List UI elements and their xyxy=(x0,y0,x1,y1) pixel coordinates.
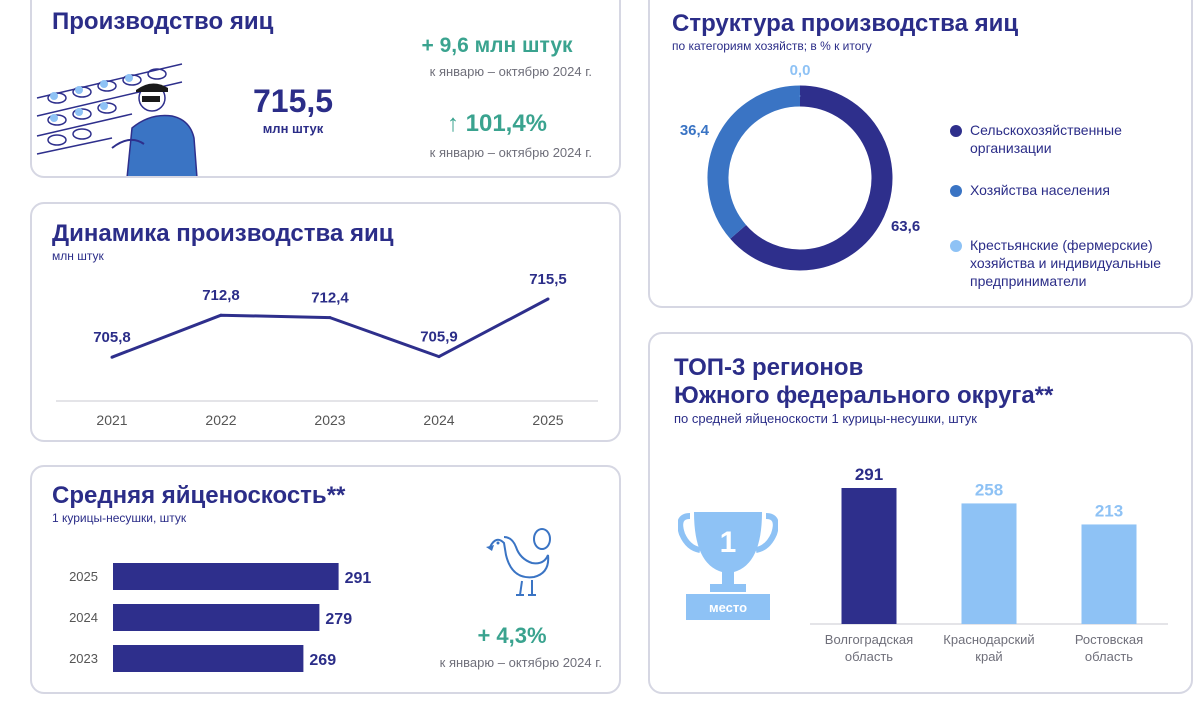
slice-households xyxy=(707,85,801,239)
laying-delta: + 4,3% xyxy=(477,623,547,648)
trophy-number: 1 xyxy=(720,526,737,559)
laying-subtitle: 1 курицы-несушки, штук xyxy=(52,511,187,525)
legend-dot-households xyxy=(950,185,962,197)
top3-bar-chart: 291 Волгоградская область 258 Краснодарский к… xyxy=(810,465,1168,664)
laying-bar-chart: 2025 291 2024 279 2023 269 xyxy=(69,563,372,672)
region-label-2-l2: край xyxy=(975,649,1002,664)
region-label-3-l2: область xyxy=(1085,649,1133,664)
laying-delta-note: к январю – октябрю 2024 г. xyxy=(439,655,602,670)
bar-2025 xyxy=(113,563,339,590)
production-delta-pct-note: к январю – октябрю 2024 г. xyxy=(429,145,592,160)
region-value-1: 291 xyxy=(855,465,883,484)
top3-title-line2: Южного федерального округа** xyxy=(674,382,1054,409)
region-label-1-l1: Волгоградская xyxy=(825,632,913,647)
data-label-2025: 715,5 xyxy=(529,271,567,288)
dynamics-line-chart: 705,8 2021 712,8 2022 712,4 2023 705,9 2024 715,… xyxy=(56,271,598,428)
legend-label-farms-l3: предприниматели xyxy=(970,273,1087,289)
legend-dot-agro xyxy=(950,125,962,137)
data-label-2024: 705,9 xyxy=(420,329,458,346)
region-bar-2 xyxy=(961,503,1017,624)
dynamics-subtitle: млн штук xyxy=(52,249,104,263)
y-tick-2023: 2023 xyxy=(69,651,98,666)
data-point-2025 xyxy=(546,297,550,301)
slice-agro xyxy=(730,85,893,271)
region-bar-3 xyxy=(1081,524,1137,624)
data-point-2024 xyxy=(437,355,441,359)
laying-title: Средняя яйценоскость** xyxy=(52,482,346,509)
bar-2023 xyxy=(113,645,304,672)
data-label-2023: 712,4 xyxy=(311,290,349,307)
production-delta-abs: + 9,6 млн штук xyxy=(421,34,573,57)
data-point-2023 xyxy=(328,316,332,320)
legend-dot-farms xyxy=(950,240,962,252)
legend-label-farms-l1: Крестьянские (фермерские) xyxy=(970,237,1153,253)
dynamics-card: Динамика производства яиц млн штук 705,8… xyxy=(30,202,621,442)
data-point-2021 xyxy=(110,355,114,359)
structure-donut-chart: 63,6 36,4 0,0 xyxy=(680,62,920,271)
x-tick-2025: 2025 xyxy=(532,412,563,428)
bar-label-2025: 291 xyxy=(345,570,372,587)
laying-card: Средняя яйценоскость** 1 курицы-несушки,… xyxy=(30,465,621,694)
top3-title-line1: ТОП-3 регионов xyxy=(674,354,864,381)
bar-label-2024: 279 xyxy=(325,611,352,628)
region-value-3: 213 xyxy=(1095,501,1123,520)
hen-icon xyxy=(486,528,551,596)
slice-label-farms: 0,0 xyxy=(790,62,811,79)
slice-farms xyxy=(799,95,801,97)
bar-label-2023: 269 xyxy=(309,652,336,669)
production-delta-abs-note: к январю – октябрю 2024 г. xyxy=(429,64,592,79)
production-delta-pct: ↑ 101,4% xyxy=(446,110,548,137)
slice-label-agro: 63,6 xyxy=(891,218,920,235)
data-label-2022: 712,8 xyxy=(202,287,240,304)
legend-label-farms-l2: хозяйства и индивидуальные xyxy=(970,255,1162,271)
structure-title: Структура производства яиц xyxy=(672,10,1019,37)
region-label-1-l2: область xyxy=(845,649,893,664)
production-card: Производство яиц 715,5 млн штук + 9,6 мл… xyxy=(30,0,621,178)
region-label-3-l1: Ростовская xyxy=(1075,632,1143,647)
structure-subtitle: по категориям хозяйств; в % к итогу xyxy=(672,39,872,53)
production-title: Производство яиц xyxy=(52,8,274,35)
bar-2024 xyxy=(113,604,320,631)
legend-label-households: Хозяйства населения xyxy=(970,182,1110,198)
region-value-2: 258 xyxy=(975,480,1003,499)
data-point-2022 xyxy=(219,313,223,317)
legend-label-agro-l1: Сельскохозяйственные xyxy=(970,122,1122,138)
trophy-label: место xyxy=(709,600,747,615)
slice-label-households: 36,4 xyxy=(680,122,710,139)
production-unit: млн штук xyxy=(262,121,324,136)
legend-label-agro-l2: организации xyxy=(970,140,1052,156)
poultry-worker-illustration xyxy=(36,63,198,176)
production-series-line xyxy=(111,297,549,359)
y-tick-2025: 2025 xyxy=(69,569,98,584)
x-tick-2021: 2021 xyxy=(96,412,127,428)
x-tick-2023: 2023 xyxy=(314,412,345,428)
production-value: 715,5 xyxy=(253,83,334,119)
y-tick-2024: 2024 xyxy=(69,610,98,625)
data-label-2021: 705,8 xyxy=(93,329,131,346)
trophy-icon: 1 место xyxy=(678,512,778,620)
region-bar-1 xyxy=(841,488,897,624)
dynamics-title: Динамика производства яиц xyxy=(52,220,394,247)
structure-card: Структура производства яиц по категориям… xyxy=(648,0,1193,308)
x-tick-2022: 2022 xyxy=(205,412,236,428)
top3-card: ТОП-3 регионов Южного федерального округ… xyxy=(648,332,1193,694)
region-label-2-l1: Краснодарский xyxy=(943,632,1034,647)
top3-subtitle: по средней яйценоскости 1 курицы-несушки… xyxy=(674,411,977,426)
x-tick-2024: 2024 xyxy=(423,412,454,428)
